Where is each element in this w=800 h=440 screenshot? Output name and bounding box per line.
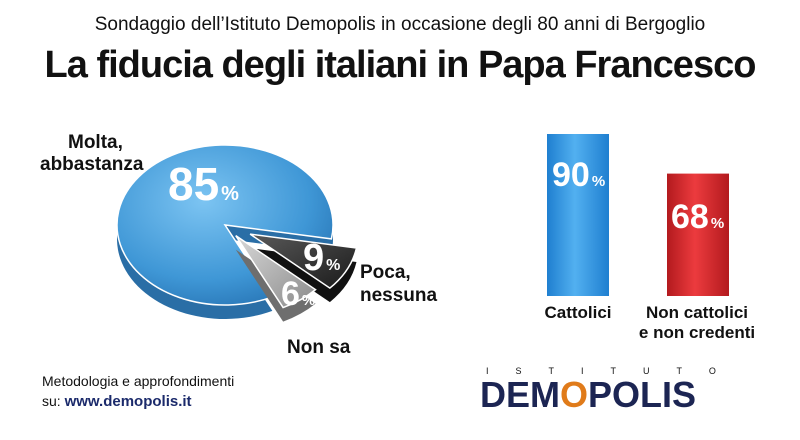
bar-value-cattolici-number: 90 (552, 156, 590, 194)
logo-main-o: O (560, 374, 589, 415)
demopolis-logo: ISTITUTO DEMOPOLIS (480, 366, 770, 416)
footer-line1: Metodologia e approfondimenti (42, 373, 235, 389)
pie-label-nonsa: Non sa (287, 337, 351, 358)
pie-value-9-number: 9 (303, 237, 324, 279)
footer-url-link[interactable]: www.demopolis.it (64, 393, 192, 410)
pie-slice-molta (116, 144, 334, 306)
pie-slice-nonsa (235, 235, 317, 309)
bar-noncattolici (667, 173, 729, 296)
footer: Metodologia e approfondimenti su: www.de… (42, 371, 234, 412)
logo-top-text: ISTITUTO (486, 366, 743, 376)
bar-chart (547, 134, 729, 296)
chart-title: La fiducia degli italiani in Papa France… (44, 44, 757, 86)
bar-value-noncattolici-unit: % (711, 215, 724, 232)
pie-value-85-number: 85 (168, 158, 219, 210)
logo-main-pre: DEM (480, 374, 560, 415)
chart-subtitle: Sondaggio dell’Istituto Demopolis in occ… (94, 14, 706, 35)
bar-cattolici (547, 134, 609, 296)
pie-slice-poca (249, 233, 358, 290)
bar-category-noncattolici-line1: Non cattolici (646, 303, 748, 322)
pie-label-molta-line2: abbastanza (40, 154, 144, 175)
pie-value-9: 9% (303, 237, 340, 279)
pie-chart (116, 144, 358, 322)
pie-value-6-unit: % (302, 292, 315, 309)
bar-category-noncattolici-line2: e non credenti (639, 323, 755, 342)
pie-value-85-unit: % (221, 183, 239, 205)
svg-text:85%: 85% (168, 158, 239, 210)
svg-text:9%: 9% (303, 237, 340, 279)
logo-main-post: POLIS (588, 374, 697, 415)
pie-value-6: 6% (281, 275, 315, 313)
bar-value-cattolici: 90% (552, 156, 605, 194)
logo-main-text: DEMOPOLIS (480, 374, 770, 416)
bar-value-noncattolici-number: 68 (671, 198, 709, 236)
bar-value-noncattolici: 68% (671, 198, 724, 236)
pie-value-9-unit: % (326, 257, 340, 274)
footer-line2: su: www.demopolis.it (42, 391, 234, 412)
pie-label-molta-line1: Molta, (68, 132, 123, 153)
footer-prefix: su: (42, 393, 65, 409)
pie-value-85: 85% (168, 158, 239, 210)
bar-category-cattolici: Cattolici (544, 303, 611, 322)
pie-label-poca-line1: Poca, (360, 262, 411, 283)
pie-label-poca-line2: nessuna (360, 285, 438, 306)
pie-value-6-number: 6 (281, 275, 300, 313)
bar-value-cattolici-unit: % (592, 173, 605, 190)
svg-text:6%: 6% (281, 275, 315, 313)
